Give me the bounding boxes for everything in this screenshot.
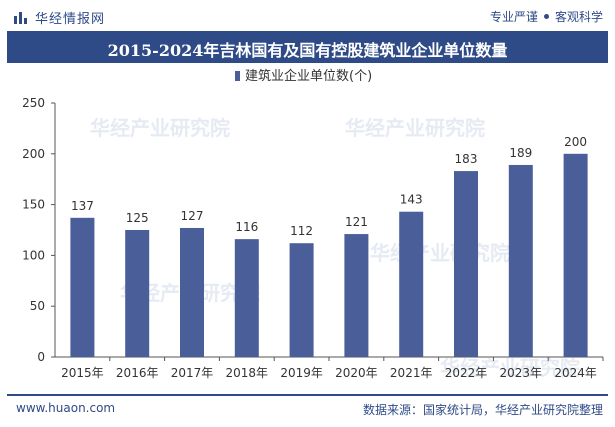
- data-label: 143: [400, 193, 423, 207]
- data-label: 127: [181, 209, 204, 223]
- y-tick-label: 250: [22, 96, 45, 110]
- y-tick-label: 50: [30, 299, 45, 313]
- bar: [289, 243, 314, 357]
- watermark-text: 华经产业研究院: [90, 116, 230, 140]
- x-tick-label: 2022年: [445, 366, 488, 380]
- brand-slogan: 专业严谨 客观科学: [490, 8, 603, 25]
- y-tick-label: 150: [22, 198, 45, 212]
- x-tick-label: 2024年: [554, 366, 597, 380]
- y-tick-label: 200: [22, 147, 45, 161]
- x-tick-label: 2021年: [390, 366, 433, 380]
- x-tick-label: 2020年: [335, 366, 378, 380]
- bar-chart-icon: [14, 11, 27, 24]
- data-label: 183: [455, 152, 478, 166]
- footer-website[interactable]: www.huaon.com: [16, 401, 116, 415]
- data-label: 189: [509, 146, 532, 160]
- y-tick-label: 100: [22, 248, 45, 262]
- top-bar: 华经情报网 专业严谨 客观科学: [0, 0, 615, 30]
- legend-swatch: [235, 71, 240, 81]
- bar: [454, 171, 478, 357]
- bar: [563, 153, 588, 357]
- bar: [180, 227, 204, 357]
- legend-label: 建筑业企业单位数(个): [245, 68, 372, 84]
- brand-name: 华经情报网: [35, 12, 106, 27]
- brand-logo: 华经情报网: [14, 8, 105, 27]
- bar: [125, 230, 150, 357]
- x-tick-label: 2023年: [500, 366, 543, 380]
- watermark-text: 华经产业研究院: [370, 241, 510, 265]
- x-tick-label: 2017年: [171, 366, 214, 380]
- data-label: 137: [71, 199, 94, 213]
- watermark-text: 华经产业研究院: [345, 116, 485, 140]
- y-tick-label: 0: [37, 350, 45, 364]
- chart-title: 2015-2024年吉林国有及国有控股建筑业企业单位数量: [107, 41, 508, 60]
- bar: [508, 164, 533, 357]
- x-tick-label: 2019年: [280, 366, 323, 380]
- footer-source: 数据来源：国家统计局，华经产业研究院整理: [362, 403, 603, 417]
- bar: [399, 211, 424, 357]
- footer-divider: [7, 394, 608, 396]
- data-label: 112: [290, 224, 313, 238]
- slogan-left: 专业严谨: [489, 10, 538, 24]
- bullet-icon: [543, 14, 549, 19]
- watermark-text: 华经产业研究院: [440, 356, 580, 380]
- bar: [70, 217, 95, 357]
- bar: [344, 234, 369, 357]
- data-label: 125: [126, 211, 149, 225]
- data-label: 116: [235, 220, 258, 234]
- bar: [234, 239, 259, 357]
- data-label: 200: [564, 135, 587, 149]
- slogan-right: 客观科学: [554, 10, 603, 24]
- data-label: 121: [345, 215, 368, 229]
- x-tick-label: 2018年: [226, 366, 269, 380]
- x-tick-label: 2016年: [116, 366, 159, 380]
- title-bar: 2015-2024年吉林国有及国有控股建筑业企业单位数量: [7, 31, 608, 63]
- x-tick-label: 2015年: [61, 366, 104, 380]
